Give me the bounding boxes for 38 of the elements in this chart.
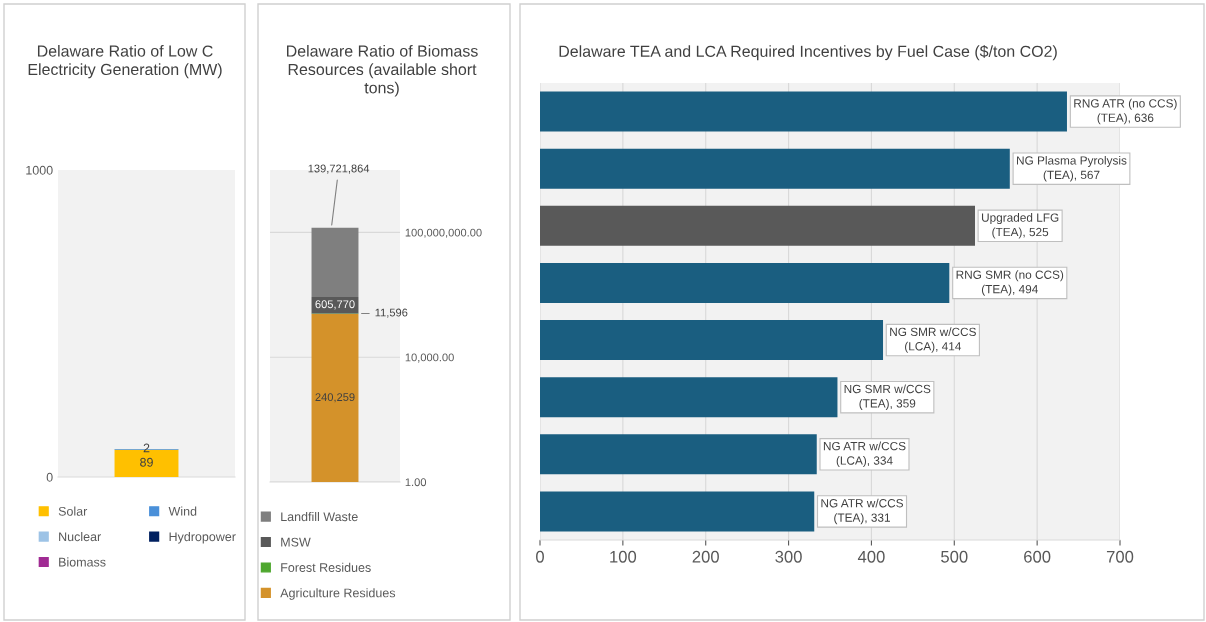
data-label: 605,770 xyxy=(315,300,355,310)
x-tick-label: 700 xyxy=(1106,550,1134,563)
data-label: NG SMR w/CCS (LCA), 414 xyxy=(890,327,976,353)
data-label: 139,721,864 xyxy=(308,164,370,174)
legend-label: Hydropower xyxy=(169,531,236,544)
y-tick-label: 1000 xyxy=(26,165,53,175)
x-tick-label: 300 xyxy=(775,550,802,563)
bar xyxy=(311,227,359,297)
y-tick-label: 100,000,000.00 xyxy=(405,228,482,238)
legend-label: Wind xyxy=(168,506,197,516)
legend-label: Biomass xyxy=(59,557,106,567)
x-tick-label: 500 xyxy=(941,550,968,563)
x-tick-label: 0 xyxy=(536,550,544,563)
y-tick-label: 1.00 xyxy=(405,478,427,487)
chart-title: Delaware Ratio of Low C Electricity Generation (MW) xyxy=(28,45,222,79)
data-label: 11,596 xyxy=(375,308,408,318)
data-label: Upgraded LFG (TEA), 525 xyxy=(982,213,1059,239)
data-label: RNG ATR (no CCS) (TEA), 636 xyxy=(1074,98,1177,125)
legend-label: Forest Residues xyxy=(281,562,371,572)
chart-title: Delaware Ratio of Biomass Resources (available short tons) xyxy=(287,45,478,97)
data-label: 240,259 xyxy=(315,393,355,403)
data-label: NG SMR w/CCS (TEA), 359 xyxy=(844,384,931,410)
x-tick-label: 600 xyxy=(1024,550,1051,563)
x-tick-label: 200 xyxy=(692,550,719,563)
data-label: NG ATR w/CCS (LCA), 334 xyxy=(823,441,906,468)
legend-label: Agriculture Residues xyxy=(280,588,396,600)
data-label: RNG SMR (no CCS) (TEA), 494 xyxy=(956,270,1064,296)
y-tick-label: 10,000.00 xyxy=(405,353,454,363)
data-label: NG ATR w/CCS (TEA), 331 xyxy=(821,498,904,525)
x-tick-label: 400 xyxy=(857,550,885,563)
legend-label: Solar xyxy=(58,506,88,516)
x-tick-label: 100 xyxy=(610,550,637,563)
legend-label: Nuclear xyxy=(59,531,101,542)
data-label: NG Plasma Pyrolysis (TEA), 567 xyxy=(1017,155,1127,182)
chart-title: Delaware TEA and LCA Required Incentives by Fuel Case ($/ton CO2) xyxy=(559,45,1057,61)
legend-label: MSW xyxy=(281,537,311,547)
legend-label: Landfill Waste xyxy=(281,511,358,522)
data-label: 89 xyxy=(140,457,153,467)
